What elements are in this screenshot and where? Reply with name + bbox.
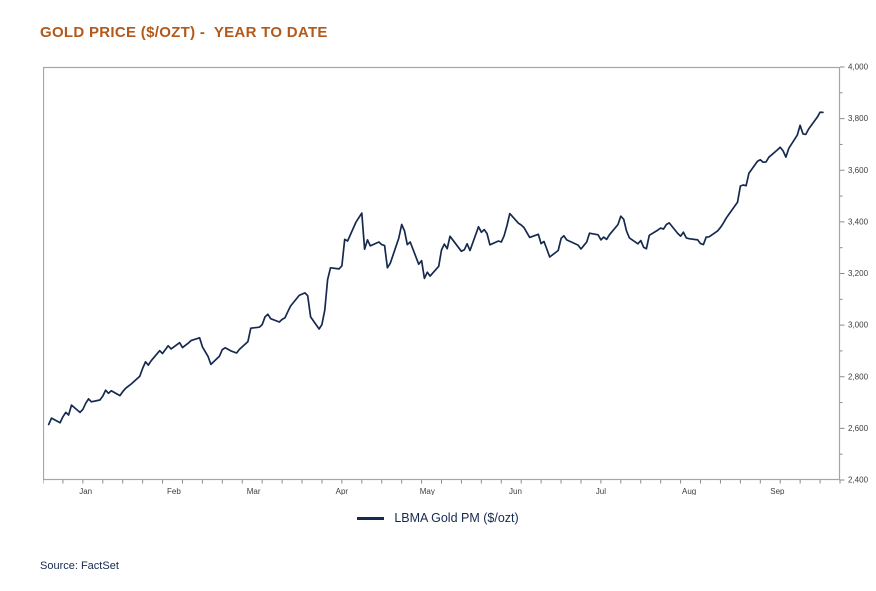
- legend: LBMA Gold PM ($/ozt): [0, 511, 876, 525]
- y-tick-label: 3,400: [848, 217, 869, 226]
- page-title: GOLD PRICE ($/OZT) - YEAR TO DATE: [40, 24, 328, 42]
- x-month-label: Jul: [596, 487, 606, 495]
- x-month-label: Aug: [682, 487, 696, 495]
- legend-label: LBMA Gold PM ($/ozt): [394, 511, 519, 525]
- y-tick-label: 3,600: [848, 166, 869, 175]
- x-month-label: Mar: [247, 487, 261, 495]
- x-month-label: Jun: [509, 487, 522, 495]
- y-tick-label: 3,800: [848, 114, 869, 123]
- x-month-label: Jan: [79, 487, 92, 495]
- price-line: [47, 111, 824, 426]
- x-month-label: Feb: [167, 487, 181, 495]
- x-month-label: May: [420, 487, 435, 495]
- y-tick-label: 3,200: [848, 269, 869, 278]
- y-axis: 4,000 3,800 3,600 3,400 3,200 3,000 2,800 2,600…: [840, 63, 869, 485]
- source-note: Source: FactSet: [40, 560, 119, 572]
- y-tick-label: 4,000: [848, 63, 869, 72]
- plot-frame: [43, 66, 841, 481]
- x-month-label: Sep: [770, 487, 785, 495]
- legend-line-swatch: [357, 516, 385, 520]
- x-month-label: Apr: [336, 487, 349, 495]
- y-tick-label: 2,800: [848, 372, 869, 381]
- y-tick-label: 2,600: [848, 424, 869, 433]
- y-tick-label: 3,000: [848, 321, 869, 330]
- x-axis: Jan Feb Mar Apr May Jun Jul Aug Sep: [43, 480, 841, 495]
- line-chart: 4,000 3,800 3,600 3,400 3,200 3,000 2,800 2,600…: [43, 63, 869, 495]
- y-tick-label: 2,400: [848, 476, 869, 485]
